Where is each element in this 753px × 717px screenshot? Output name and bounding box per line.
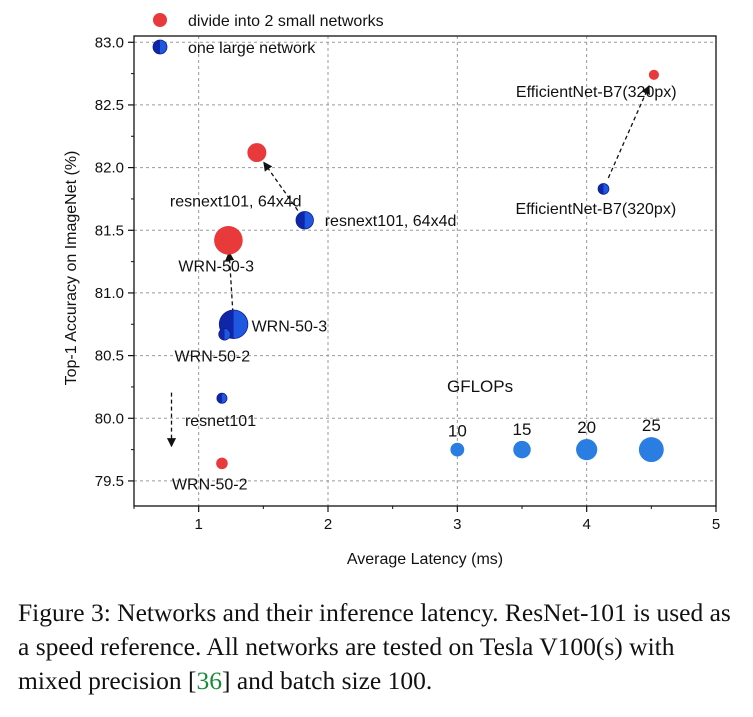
legend-marker-red xyxy=(153,13,167,27)
gflops-size-label: 25 xyxy=(642,416,661,435)
y-tick-label: 80.5 xyxy=(95,348,124,365)
y-tick-label: 82.5 xyxy=(95,97,124,114)
point-label: EfficientNet-B7(320px) xyxy=(515,201,676,218)
gflops-size-label: 20 xyxy=(577,418,596,437)
x-tick-label: 2 xyxy=(324,516,332,533)
gflops-size-marker xyxy=(513,440,531,459)
legend-marker-blue xyxy=(152,39,168,55)
y-tick-label: 79.5 xyxy=(95,473,124,490)
figure-caption: Figure 3: Networks and their inference l… xyxy=(18,596,740,698)
arrows xyxy=(166,84,650,448)
y-axis-title: Top-1 Accuracy on ImageNet (%) xyxy=(63,151,80,386)
blue-point xyxy=(218,328,231,341)
scatter-chart: 1 2 3 4 5 79.5 80.0 80.5 81.0 81.5 82.0 82.5 83.0 Ef… xyxy=(63,13,720,568)
red-point xyxy=(247,143,267,163)
point-label: resnext101, 64x4d xyxy=(325,213,457,230)
blue-point xyxy=(295,211,314,230)
gflops-size-reference: GFLOPs 10 15 20 25 xyxy=(447,377,664,463)
y-tick-label: 81.0 xyxy=(95,285,124,302)
x-tick-label: 5 xyxy=(712,516,720,533)
legend-label: divide into 2 small networks xyxy=(188,13,384,30)
dashed-arrow xyxy=(225,251,235,313)
x-axis-title: Average Latency (ms) xyxy=(347,551,503,568)
point-label: WRN-50-2 xyxy=(175,348,251,365)
point-label: resnext101, 64x4d xyxy=(170,194,302,211)
x-tick-label: 3 xyxy=(453,516,461,533)
point-label: WRN-50-2 xyxy=(172,476,248,493)
point-labels: EfficientNet-B7(320px) resnext101, 64x4d W… xyxy=(170,84,677,494)
gflops-title: GFLOPs xyxy=(447,377,513,396)
caption-text-end: ] and batch size 100. xyxy=(221,666,433,695)
y-tick-label: 83.0 xyxy=(95,34,124,51)
x-tick-label: 4 xyxy=(582,516,590,533)
blue-point xyxy=(216,392,228,404)
y-tick-label: 82.0 xyxy=(95,160,124,177)
dashed-arrow xyxy=(607,84,650,179)
x-tick-label: 1 xyxy=(194,516,202,533)
legend: divide into 2 small networks one large ne… xyxy=(152,13,384,57)
gflops-size-marker xyxy=(638,437,664,463)
red-point xyxy=(216,457,228,470)
y-tick-label: 80.0 xyxy=(95,410,124,427)
gflops-size-label: 10 xyxy=(448,422,467,441)
data-points xyxy=(214,69,659,470)
red-point xyxy=(214,225,243,255)
gflops-size-marker xyxy=(450,442,465,457)
caption-text-start: Figure 3: Networks and their inference l… xyxy=(18,598,731,695)
point-label: WRN-50-3 xyxy=(178,258,254,275)
gflops-size-label: 15 xyxy=(513,420,532,439)
legend-label: one large network xyxy=(188,40,316,57)
red-point xyxy=(648,69,659,80)
point-label: resnet101 xyxy=(185,413,256,430)
gflops-size-marker xyxy=(576,439,598,461)
point-label: EfficientNet-B7(320px) xyxy=(516,84,677,101)
plot-frame xyxy=(133,35,717,507)
point-label: WRN-50-3 xyxy=(252,318,328,335)
dashed-arrow xyxy=(263,161,299,211)
y-tick-label: 81.5 xyxy=(95,222,124,239)
blue-point xyxy=(597,183,610,195)
axes: 1 2 3 4 5 79.5 80.0 80.5 81.0 81.5 82.0 82.5 83.0 xyxy=(95,34,720,533)
citation-link[interactable]: 36 xyxy=(196,666,222,695)
